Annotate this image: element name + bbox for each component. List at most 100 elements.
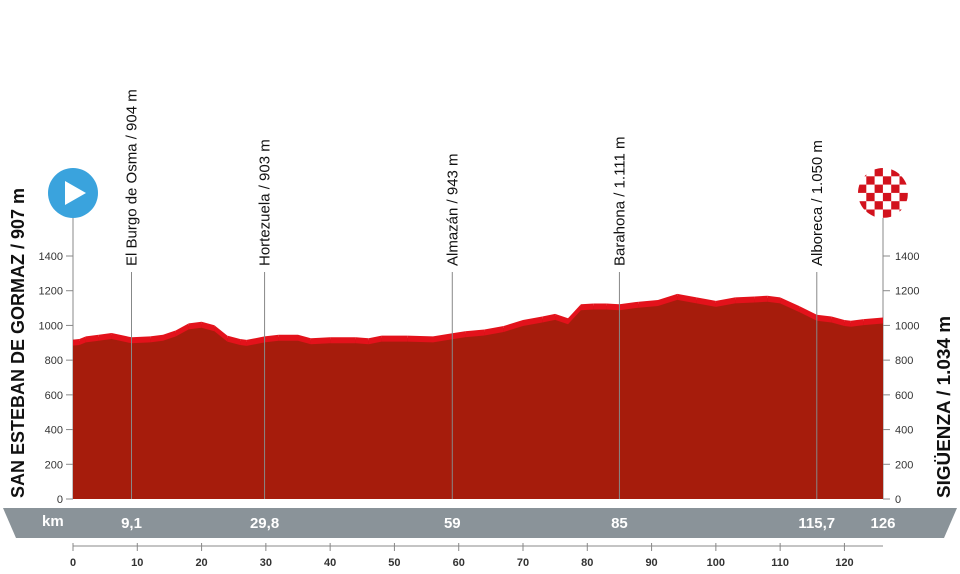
waypoints-group: El Burgo de Osma / 904 m Hortezuela / 903… <box>124 89 826 499</box>
profile-segment <box>163 330 176 341</box>
y-tick-label-right: 400 <box>895 425 913 437</box>
x-tick-label: 110 <box>771 557 789 569</box>
checker-square <box>882 192 892 202</box>
profile-segment <box>298 334 311 345</box>
checkered-flag-icon <box>858 168 908 218</box>
y-tick-label-left: 200 <box>45 459 63 471</box>
profile-segment <box>175 323 189 337</box>
play-arrow-icon <box>48 168 98 218</box>
y-tick-label-right: 800 <box>895 355 913 367</box>
profile-segment <box>542 313 556 323</box>
profile-segment <box>452 331 466 340</box>
band-km-value: 115,7 <box>798 515 835 532</box>
x-tick-label: 20 <box>195 557 207 569</box>
x-tick-label: 60 <box>453 557 465 569</box>
x-tick-label: 90 <box>645 557 657 569</box>
profile-segment <box>278 334 298 341</box>
band-km-value: 29,8 <box>250 515 279 532</box>
profile-segment <box>677 293 697 304</box>
elevation-profile-area <box>73 295 883 499</box>
profile-group <box>73 293 883 499</box>
checker-square <box>882 176 892 185</box>
profile-segment <box>407 335 433 343</box>
y-tick-label-right: 1400 <box>895 251 919 263</box>
profile-segment <box>767 295 781 304</box>
checker-square <box>891 168 900 177</box>
profile-segment <box>799 306 817 321</box>
waypoint-label: El Burgo de Osma / 904 m <box>124 89 141 266</box>
y-tick-label-left: 0 <box>57 494 63 506</box>
profile-segment <box>264 334 279 343</box>
profile-segment <box>98 333 112 341</box>
profile-segment <box>580 303 594 311</box>
km-band-group: 9,1 29,8 59 85 115,7 126 0 10 20 30 40 50 60 70 80 90 10… <box>3 508 957 569</box>
checker-square <box>891 184 900 193</box>
x-tick-label: 10 <box>131 557 143 569</box>
checker-square <box>891 201 900 210</box>
profile-segment <box>85 334 99 343</box>
checker-square <box>858 168 867 177</box>
x-tick-label: 100 <box>707 557 725 569</box>
profile-segment <box>240 339 247 346</box>
profile-segment <box>310 337 331 345</box>
profile-segment <box>523 316 543 326</box>
profile-segment <box>593 303 607 310</box>
checker-square <box>858 201 867 210</box>
profile-segment <box>246 336 265 346</box>
profile-segment <box>735 296 755 304</box>
profile-segment <box>638 300 658 308</box>
y-tick-label-left: 400 <box>45 425 63 437</box>
axes-group: 0 0 200 200 400 400 600 600 800 800 1000 1000 1200 12… <box>39 215 919 506</box>
profile-segment <box>465 329 485 338</box>
profile-segment <box>503 320 523 332</box>
checker-square <box>866 176 875 185</box>
profile-segment <box>816 314 832 323</box>
band-km-value: 126 <box>870 515 895 532</box>
km-band <box>3 508 957 538</box>
waypoint-label: Almazán / 943 m <box>444 153 461 266</box>
profile-segment <box>850 319 864 327</box>
profile-segment <box>381 335 408 342</box>
waypoint-label: Alboreca / 1.050 m <box>809 140 826 266</box>
profile-segment <box>355 337 369 345</box>
profile-segment <box>111 333 132 344</box>
x-tick-label: 80 <box>581 557 593 569</box>
y-tick-label-right: 0 <box>895 494 901 506</box>
x-tick-label: 40 <box>324 557 336 569</box>
profile-segment <box>330 337 356 344</box>
profile-segment <box>433 333 453 343</box>
profile-segment <box>227 335 241 345</box>
profile-segment <box>568 304 581 325</box>
profile-segment <box>555 313 568 325</box>
profile-segment <box>780 297 800 313</box>
profile-segment <box>658 293 678 306</box>
x-tick-label: 50 <box>388 557 400 569</box>
waypoint-label: Barahona / 1.111 m <box>611 136 628 266</box>
profile-segment <box>73 339 80 346</box>
checker-square <box>874 201 883 210</box>
profile-segment <box>619 301 639 311</box>
profile-segment <box>696 297 716 307</box>
profile-segment <box>863 317 883 326</box>
profile-segment <box>214 325 228 342</box>
y-tick-label-left: 800 <box>45 355 63 367</box>
x-tick-label: 120 <box>835 557 853 569</box>
checker-square <box>858 184 867 193</box>
x-tick-label: 30 <box>260 557 272 569</box>
y-tick-label-right: 1000 <box>895 320 919 332</box>
profile-segment <box>131 336 151 344</box>
y-tick-label-right: 1200 <box>895 286 919 298</box>
start-city-label: SAN ESTEBAN DE GORMAZ / 907 m <box>8 188 28 498</box>
icons-group <box>48 168 908 256</box>
profile-segment <box>754 295 768 303</box>
checker-square <box>874 168 883 177</box>
profile-segment <box>484 326 504 336</box>
y-tick-label-left: 1400 <box>39 251 63 263</box>
play-arrow-shape <box>65 181 86 205</box>
checker-square <box>899 192 908 202</box>
checker-square <box>866 192 875 202</box>
profile-segment <box>201 321 215 332</box>
y-tick-label-left: 600 <box>45 390 63 402</box>
profile-segment <box>188 321 202 330</box>
band-km-value: 59 <box>444 515 461 532</box>
